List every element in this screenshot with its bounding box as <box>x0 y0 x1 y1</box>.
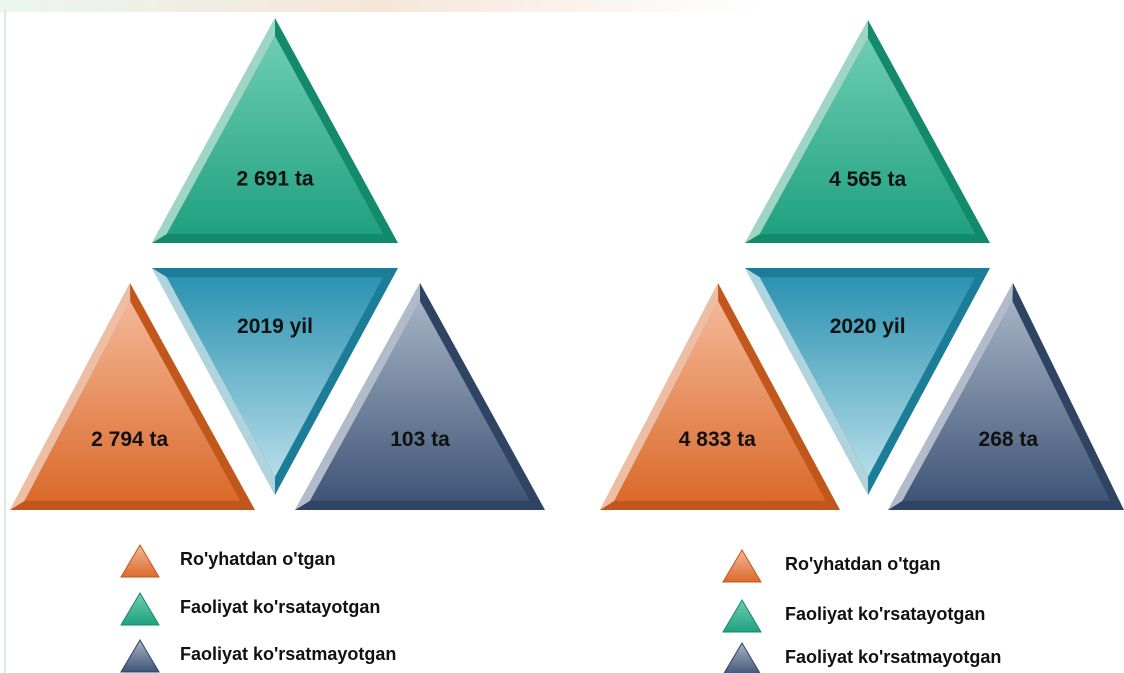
year-label: 2020 yil <box>830 315 906 338</box>
year-triangle-light-face <box>745 268 868 495</box>
registered-triangle-face <box>24 301 241 501</box>
registered-value: 4 833 ta <box>679 428 756 451</box>
year-label: 2019 yil <box>237 315 313 338</box>
active-triangle-light-face <box>152 18 275 243</box>
legend-label: Faoliyat ko'rsatayotgan <box>180 597 380 617</box>
legend-label: Faoliyat ko'rsatmayotgan <box>180 644 396 664</box>
inactive-triangle-light-face <box>888 283 1013 510</box>
legend-icon <box>120 544 160 578</box>
year-triangle-face <box>759 277 976 477</box>
top-strip <box>0 0 760 12</box>
registered-triangle-face <box>614 301 826 501</box>
active-triangle-light-face <box>745 20 868 243</box>
legend-label: Ro'yhatdan o'tgan <box>180 549 336 569</box>
legend-label: Faoliyat ko'rsatmayotgan <box>785 647 1001 667</box>
inactive-triangle-face <box>310 301 530 501</box>
registered-triangle-light-face <box>10 283 131 510</box>
legend-icon <box>722 599 762 633</box>
year-triangle-face <box>166 277 384 477</box>
active-value: 2 691 ta <box>236 168 313 191</box>
legend-icon <box>722 549 762 583</box>
legend-label: Ro'yhatdan o'tgan <box>785 554 941 574</box>
inactive-triangle-light-face <box>295 283 420 510</box>
legend-icon <box>723 642 761 673</box>
registered-value: 2 794 ta <box>91 428 168 451</box>
active-triangle-face <box>166 36 384 234</box>
active-triangle-face <box>759 37 976 235</box>
registered-triangle-light-face <box>600 283 719 510</box>
inactive-value: 103 ta <box>390 428 450 451</box>
inactive-value: 268 ta <box>979 428 1039 451</box>
active-value: 4 565 ta <box>829 168 906 191</box>
legend-icon <box>120 592 160 626</box>
legend-label: Faoliyat ko'rsatayotgan <box>785 604 985 624</box>
year-triangle-light-face <box>152 268 275 495</box>
inactive-triangle-face <box>902 301 1111 501</box>
legend-icon <box>120 639 160 673</box>
